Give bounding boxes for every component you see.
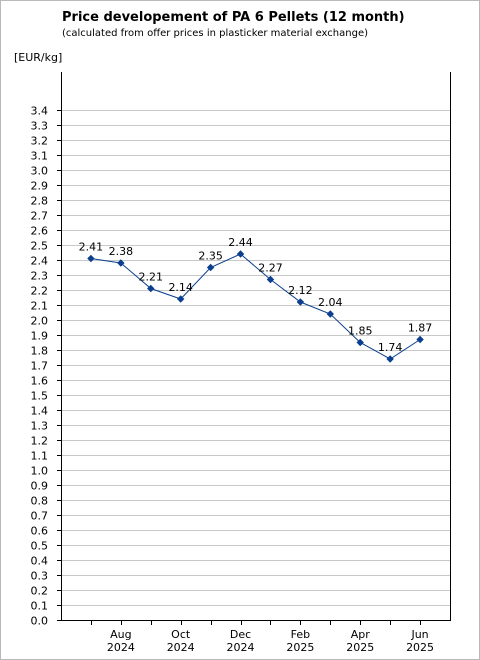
data-point bbox=[386, 355, 394, 363]
x-tick-year: 2024 bbox=[227, 641, 255, 654]
y-tick-label: 0.6 bbox=[31, 525, 49, 538]
data-point bbox=[117, 259, 125, 267]
x-tick-month: Jun bbox=[410, 628, 428, 641]
y-tick-label: 1.2 bbox=[31, 435, 49, 448]
x-tick-year: 2025 bbox=[286, 641, 314, 654]
data-label: 2.38 bbox=[109, 245, 134, 258]
y-tick-label: 2.9 bbox=[31, 180, 49, 193]
x-tick-month: Aug bbox=[110, 628, 131, 641]
data-label: 2.21 bbox=[139, 271, 164, 284]
data-label: 2.04 bbox=[318, 296, 343, 309]
y-tick-label: 2.1 bbox=[31, 300, 49, 313]
chart-subtitle: (calculated from offer prices in plastic… bbox=[62, 28, 368, 39]
y-tick-label: 2.3 bbox=[31, 270, 49, 283]
data-point bbox=[416, 335, 424, 344]
x-tick-month: Dec bbox=[230, 628, 251, 641]
y-tick-label: 3.4 bbox=[31, 105, 49, 118]
y-tick-label: 2.8 bbox=[31, 195, 49, 208]
y-tick-label: 0.4 bbox=[31, 555, 49, 568]
y-tick-label: 0.5 bbox=[31, 540, 49, 553]
axes bbox=[57, 72, 451, 625]
y-tick-label: 1.8 bbox=[31, 345, 49, 358]
chart-title: Price developement of PA 6 Pellets (12 m… bbox=[62, 10, 405, 25]
y-tick-labels: 0.0 0.1 0.2 0.3 0.4 0.5 0.6 0.7 0.8 0.9 1.0 1.1 1.2 1… bbox=[31, 105, 49, 628]
data-label: 1.74 bbox=[378, 341, 403, 354]
y-tick-label: 3.0 bbox=[31, 165, 49, 178]
y-tick-label: 1.7 bbox=[31, 360, 49, 373]
x-tick-year: 2025 bbox=[346, 641, 374, 654]
y-tick-label: 3.3 bbox=[31, 120, 49, 133]
y-tick-label: 2.0 bbox=[31, 315, 49, 328]
data-point bbox=[356, 338, 364, 347]
x-tick-labels: Aug2024Oct2024Dec2024Feb2025Apr2025Jun20… bbox=[107, 628, 434, 654]
data-label: 2.35 bbox=[198, 250, 223, 263]
y-tick-label: 3.2 bbox=[31, 135, 49, 148]
grid bbox=[61, 110, 450, 606]
x-tick-month: Oct bbox=[171, 628, 191, 641]
data-label: 2.44 bbox=[228, 236, 253, 249]
series-line bbox=[90, 253, 421, 360]
x-tick-month: Apr bbox=[351, 628, 371, 641]
data-label: 2.14 bbox=[168, 281, 193, 294]
y-tick-label: 0.9 bbox=[31, 480, 49, 493]
y-tick-label: 1.9 bbox=[31, 330, 49, 343]
data-point bbox=[87, 254, 95, 263]
y-tick-label: 0.8 bbox=[31, 495, 49, 508]
y-tick-label: 1.6 bbox=[31, 375, 49, 388]
y-axis-unit: [EUR/kg] bbox=[14, 51, 63, 64]
y-tick-label: 3.1 bbox=[31, 150, 49, 163]
data-label: 1.85 bbox=[348, 325, 373, 338]
x-tick-year: 2024 bbox=[167, 641, 195, 654]
y-tick-label: 1.5 bbox=[31, 390, 49, 403]
data-point bbox=[296, 298, 305, 306]
series bbox=[87, 250, 424, 363]
data-point bbox=[206, 263, 215, 272]
data-point bbox=[147, 284, 155, 293]
y-tick-label: 2.5 bbox=[31, 240, 49, 253]
y-tick-label: 0.3 bbox=[31, 570, 49, 583]
y-tick-label: 2.6 bbox=[31, 225, 49, 238]
y-tick-label: 2.7 bbox=[31, 210, 49, 223]
y-tick-label: 2.2 bbox=[31, 285, 49, 298]
x-tick-year: 2025 bbox=[406, 641, 434, 654]
y-tick-label: 0.7 bbox=[31, 510, 49, 523]
y-tick-label: 1.4 bbox=[31, 405, 49, 418]
y-tick-label: 0.2 bbox=[31, 585, 49, 598]
y-tick-label: 1.0 bbox=[31, 465, 49, 478]
data-point bbox=[326, 310, 335, 318]
data-label: 2.27 bbox=[258, 262, 283, 275]
y-tick-label: 2.4 bbox=[31, 255, 49, 268]
data-point bbox=[176, 295, 185, 303]
data-label: 2.12 bbox=[288, 284, 313, 297]
y-tick-label: 1.3 bbox=[31, 420, 49, 433]
data-point bbox=[236, 250, 245, 258]
y-tick-label: 0.0 bbox=[31, 615, 49, 628]
y-tick-label: 0.1 bbox=[31, 600, 49, 613]
data-point bbox=[266, 275, 275, 284]
data-labels: 2.41 2.38 2.21 2.14 2.35 2.44 2.27 2.12 2.04 1.85… bbox=[79, 236, 433, 354]
y-tick-label: 1.1 bbox=[31, 450, 49, 463]
x-tick-year: 2024 bbox=[107, 641, 135, 654]
x-tick-month: Feb bbox=[291, 628, 310, 641]
data-label: 1.87 bbox=[408, 322, 433, 335]
data-label: 2.41 bbox=[79, 241, 104, 254]
